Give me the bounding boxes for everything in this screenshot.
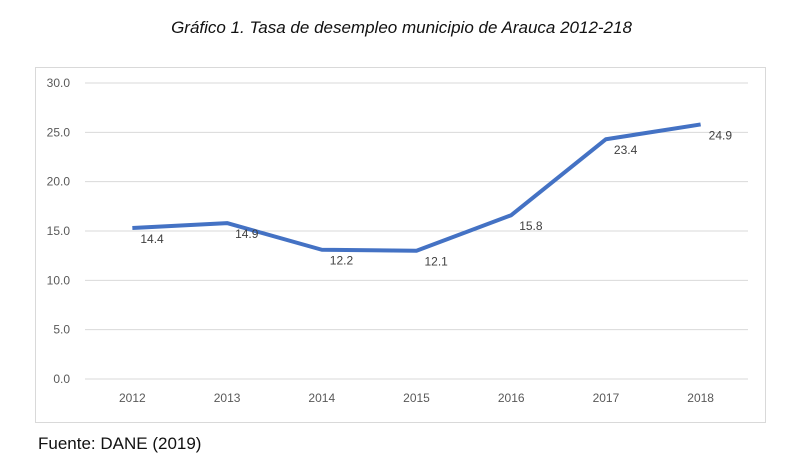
source-note: Fuente: DANE (2019)	[38, 434, 202, 453]
data-label: 23.4	[614, 143, 638, 157]
data-label: 15.8	[519, 219, 543, 233]
y-tick-label: 15.0	[47, 224, 71, 238]
x-tick-label: 2018	[687, 391, 714, 405]
x-tick-label: 2017	[593, 391, 620, 405]
data-label: 24.9	[709, 128, 733, 142]
data-label: 14.9	[235, 227, 259, 241]
x-tick-label: 2012	[119, 391, 146, 405]
x-tick-label: 2016	[498, 391, 525, 405]
data-label: 12.2	[330, 254, 354, 268]
y-tick-label: 0.0	[53, 372, 70, 386]
chart-frame	[35, 67, 766, 423]
data-label: 12.1	[425, 255, 449, 269]
x-tick-label: 2014	[308, 391, 335, 405]
x-tick-label: 2013	[214, 391, 241, 405]
y-tick-label: 20.0	[47, 175, 71, 189]
y-tick-label: 10.0	[47, 273, 71, 287]
y-tick-label: 5.0	[53, 323, 70, 337]
data-label: 14.4	[140, 232, 164, 246]
y-tick-label: 25.0	[47, 125, 71, 139]
chart-title: Gráfico 1. Tasa de desempleo municipio d…	[171, 18, 632, 37]
y-tick-label: 30.0	[47, 76, 71, 90]
x-tick-label: 2015	[403, 391, 430, 405]
series-line	[132, 122, 701, 253]
